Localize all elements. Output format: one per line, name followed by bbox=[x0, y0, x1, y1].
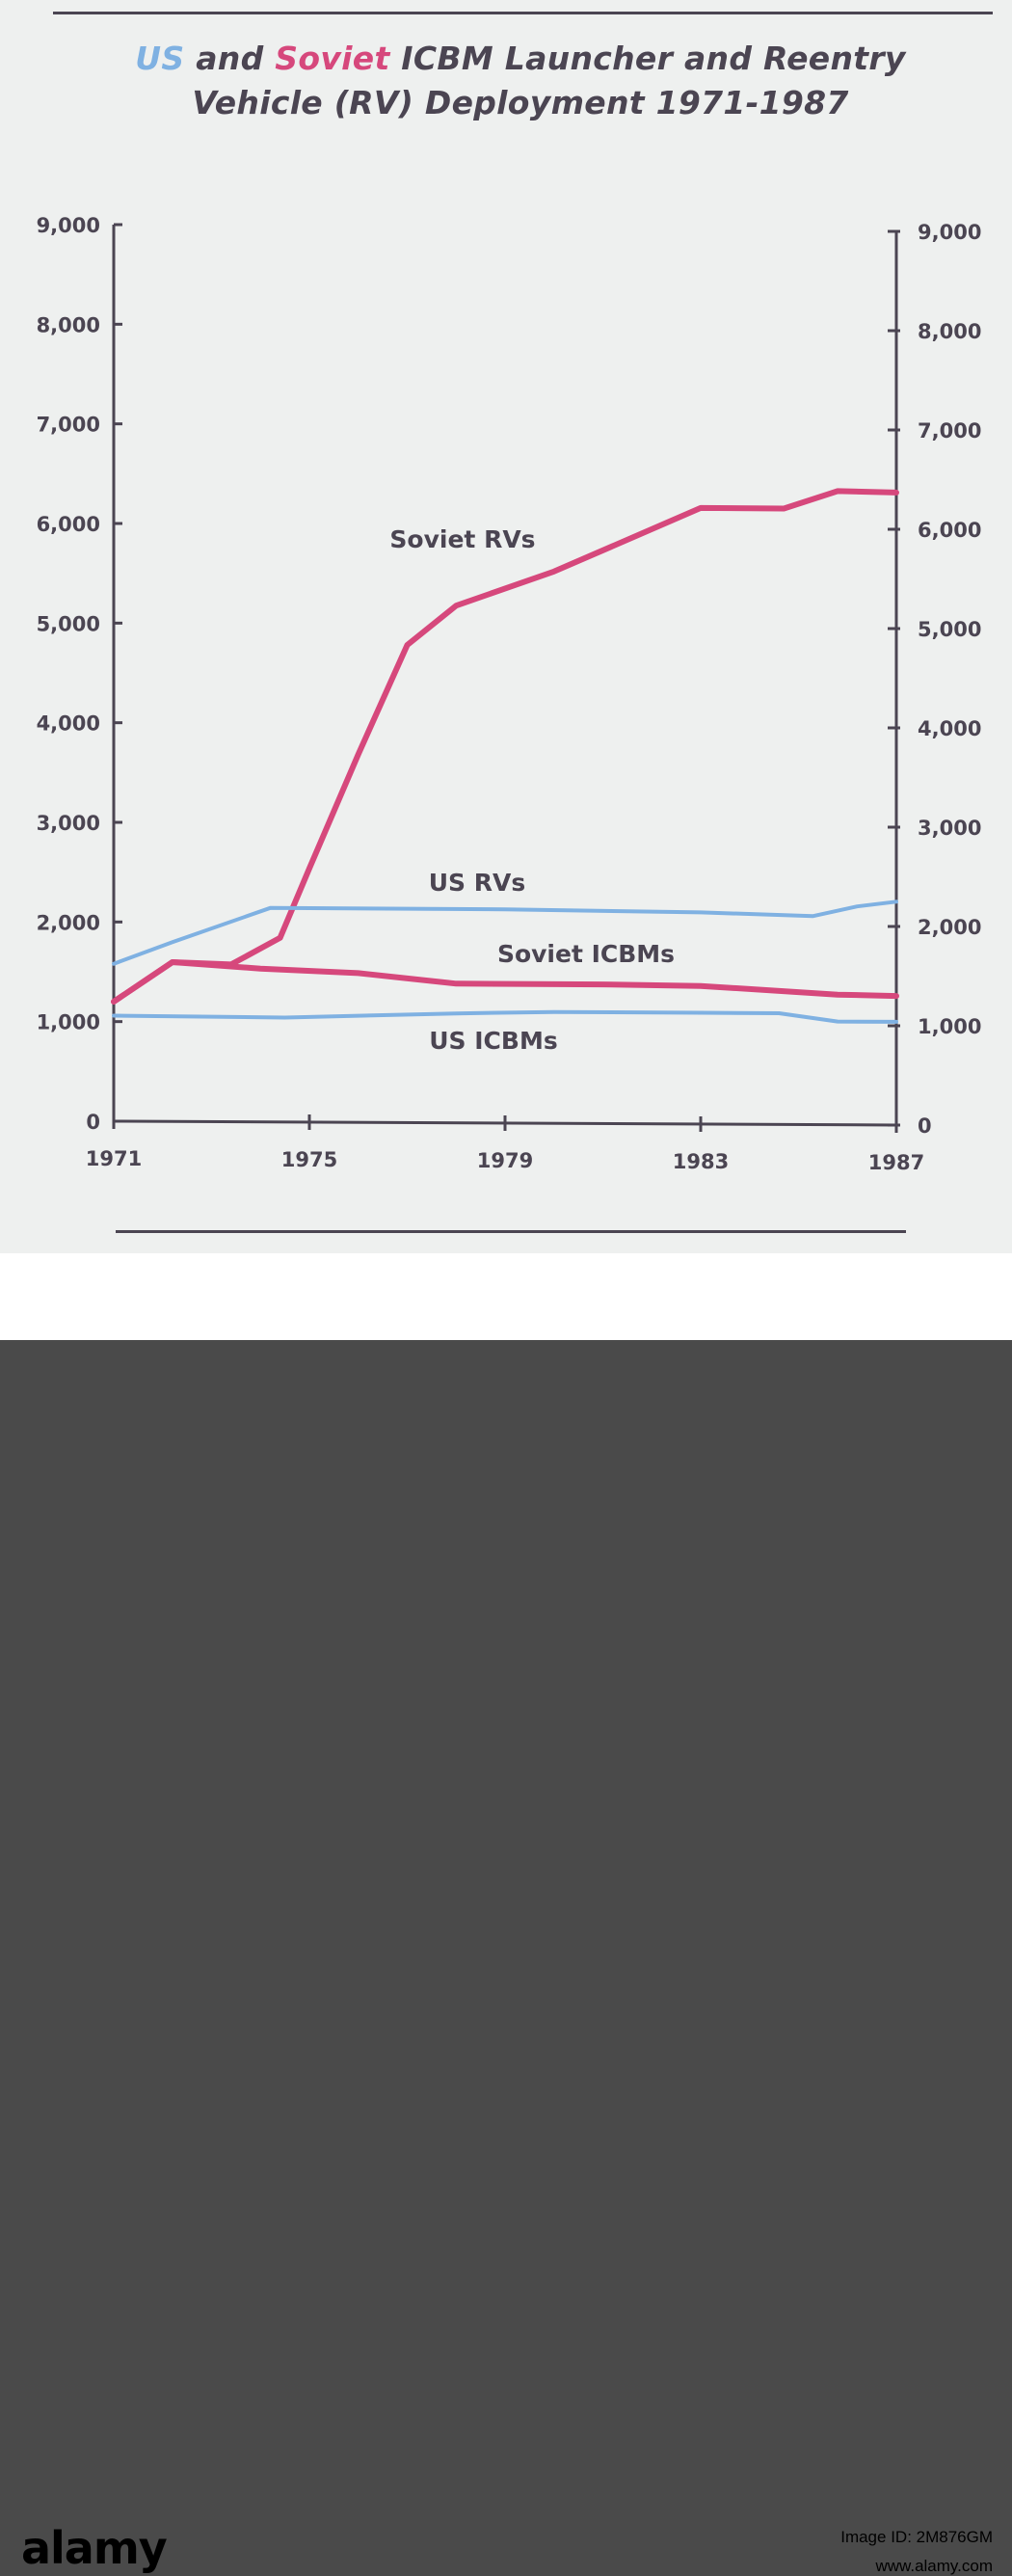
y-tick-label-right: 2,000 bbox=[918, 916, 981, 939]
y-tick-label-left: 4,000 bbox=[37, 712, 100, 736]
y-tick-label-left: 9,000 bbox=[37, 214, 100, 237]
y-tick-label-left: 1,000 bbox=[37, 1011, 100, 1034]
series-line-soviet-rvs bbox=[111, 488, 899, 1005]
y-tick-label-left: 2,000 bbox=[37, 911, 100, 934]
x-tick-label: 1979 bbox=[477, 1149, 533, 1172]
title-us: US bbox=[135, 40, 185, 77]
title-line1-rest: ICBM Launcher and Reentry bbox=[389, 40, 906, 77]
y-tick-label-right: 8,000 bbox=[918, 320, 981, 343]
series-label-us-icbms: US ICBMs bbox=[429, 1027, 557, 1055]
chart-title: US and Soviet ICBM Launcher and Reentry … bbox=[39, 37, 1002, 125]
y-tick-label-right: 1,000 bbox=[918, 1015, 981, 1038]
series-line-soviet-icbms bbox=[111, 959, 899, 1005]
y-tick-label-right: 5,000 bbox=[918, 618, 981, 641]
x-tick-label: 1987 bbox=[868, 1151, 924, 1174]
top-rule bbox=[53, 12, 993, 14]
series-line-us-icbms bbox=[112, 1009, 898, 1024]
site-url: www.alamy.com bbox=[875, 2557, 993, 2575]
line-chart: 0 0 1,000 1,000 2,000 2,000 3,000 3,000 4,000 4,0… bbox=[37, 214, 982, 1174]
y-tick-label-right: 6,000 bbox=[918, 519, 981, 542]
title-soviet: Soviet bbox=[275, 40, 390, 77]
watermark-footer: alamy Image ID: 2M876GM www.alamy.com bbox=[0, 1253, 1012, 2575]
x-tick-label: 1983 bbox=[673, 1150, 729, 1173]
bottom-rule bbox=[116, 1230, 906, 1233]
title-and: and bbox=[184, 40, 276, 77]
y-tick-label-right: 7,000 bbox=[918, 419, 981, 443]
y-tick-label-left: 3,000 bbox=[37, 812, 100, 835]
x-tick-label: 1975 bbox=[281, 1148, 337, 1171]
image-id-text: Image ID: 2M876GM bbox=[840, 2528, 993, 2546]
y-tick-label-left: 6,000 bbox=[37, 513, 100, 536]
y-tick-label-right: 3,000 bbox=[918, 817, 981, 840]
title-line2: Vehicle (RV) Deployment 1971-1987 bbox=[192, 84, 849, 121]
y-tick-label-right: 0 bbox=[918, 1114, 932, 1138]
series-label-soviet-rvs: Soviet RVs bbox=[389, 525, 535, 553]
y-tick-label-left: 0 bbox=[86, 1111, 100, 1134]
y-tick-label-left: 5,000 bbox=[37, 612, 100, 635]
x-tick-label: 1971 bbox=[86, 1147, 142, 1170]
brand-logo: alamy bbox=[21, 2522, 168, 2574]
series-line-us-rvs bbox=[112, 899, 898, 966]
y-tick-label-left: 8,000 bbox=[37, 313, 100, 336]
chart-photo: US and Soviet ICBM Launcher and Reentry … bbox=[0, 0, 1012, 1253]
series-label-soviet-icbms: Soviet ICBMs bbox=[497, 940, 675, 968]
y-tick-label-right: 9,000 bbox=[918, 221, 981, 244]
y-tick-label-left: 7,000 bbox=[37, 414, 100, 437]
series-label-us-rvs: US RVs bbox=[429, 869, 526, 897]
y-tick-label-right: 4,000 bbox=[918, 717, 981, 740]
